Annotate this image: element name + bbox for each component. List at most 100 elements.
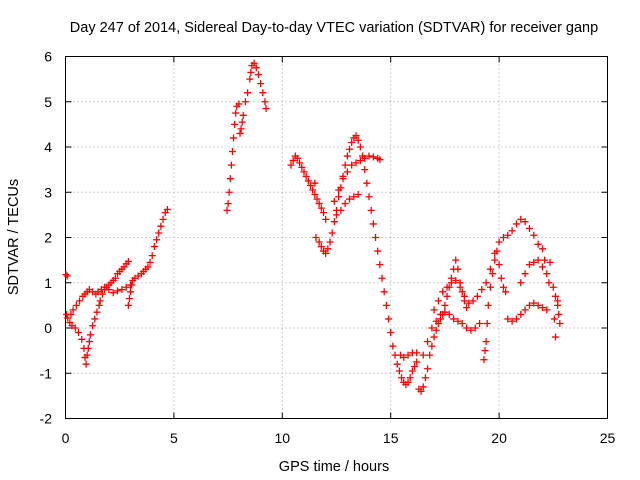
data-point [157, 222, 165, 230]
data-point [504, 315, 512, 323]
data-point [365, 193, 373, 201]
data-point [546, 258, 554, 266]
data-point [262, 105, 270, 113]
data-point [463, 304, 471, 312]
data-point [311, 179, 319, 187]
data-point [237, 125, 245, 133]
data-point [538, 245, 546, 253]
data-point [163, 205, 171, 213]
data-point [306, 181, 314, 189]
data-point [313, 195, 321, 203]
y-tick-label: 4 [44, 139, 52, 155]
data-point [235, 100, 243, 108]
data-point [404, 351, 412, 359]
data-point [354, 191, 362, 199]
data-point [315, 200, 323, 208]
data-point [324, 245, 332, 253]
data-point [122, 283, 130, 291]
data-point [101, 283, 109, 291]
data-point [146, 258, 154, 266]
data-point [473, 292, 481, 300]
data-point [382, 301, 390, 309]
y-tick-label: 2 [44, 230, 52, 246]
data-point [555, 310, 563, 318]
data-point [231, 120, 239, 128]
data-point [309, 186, 317, 194]
data-point [480, 356, 488, 364]
data-point [78, 335, 86, 343]
data-point [153, 236, 161, 244]
data-point [486, 283, 494, 291]
data-point [226, 175, 234, 183]
data-point [424, 338, 432, 346]
data-point [124, 301, 132, 309]
data-point [389, 342, 397, 350]
data-point [91, 315, 99, 323]
data-point [330, 218, 338, 226]
data-point [411, 362, 419, 370]
data-point [491, 249, 499, 257]
data-point [69, 306, 77, 314]
y-tick-label: 0 [44, 320, 52, 336]
data-point [543, 270, 551, 278]
x-tick-label: 5 [170, 430, 178, 446]
data-point [369, 153, 377, 161]
data-point [302, 172, 310, 180]
y-tick-label: 3 [44, 184, 52, 200]
data-point [441, 301, 449, 309]
x-tick-label: 10 [275, 430, 291, 446]
data-point [432, 326, 440, 334]
data-point [367, 206, 375, 214]
data-point [144, 263, 152, 271]
data-point [554, 297, 562, 305]
data-point [228, 148, 236, 156]
data-point [421, 374, 429, 382]
data-point [426, 351, 434, 359]
data-point [322, 249, 330, 257]
data-point [257, 80, 265, 88]
data-point [452, 276, 460, 284]
axis-ticks [65, 56, 608, 419]
data-point [551, 333, 559, 341]
data-point [124, 257, 132, 265]
data-point [428, 324, 436, 332]
data-point [376, 156, 384, 164]
data-point [296, 159, 304, 167]
data-point [443, 292, 451, 300]
data-point [252, 64, 260, 72]
data-point [521, 218, 529, 226]
data-point [93, 308, 101, 316]
data-point [434, 297, 442, 305]
data-point [393, 360, 401, 368]
data-point [387, 329, 395, 337]
data-point [374, 247, 382, 255]
data-point [463, 324, 471, 332]
data-point [346, 145, 354, 153]
data-point [541, 256, 549, 264]
data-point [224, 200, 232, 208]
data-point [86, 331, 94, 339]
y-tick-label: 6 [44, 49, 52, 65]
data-point [465, 299, 473, 307]
data-point [441, 308, 449, 316]
data-point [287, 161, 295, 169]
data-point [317, 204, 325, 212]
data-point [335, 186, 343, 194]
data-point [406, 374, 414, 382]
data-point [361, 154, 369, 162]
data-point [530, 299, 538, 307]
data-point [437, 310, 445, 318]
data-point [458, 319, 466, 327]
data-point [365, 152, 373, 160]
y-tick-label: -2 [40, 411, 53, 427]
y-tick-label: 1 [44, 275, 52, 291]
data-point [380, 288, 388, 296]
data-point [395, 367, 403, 375]
data-point [239, 111, 247, 119]
data-point [72, 301, 80, 309]
data-point [508, 317, 516, 325]
data-point [246, 75, 254, 83]
data-point [250, 59, 258, 67]
data-point [330, 197, 338, 205]
data-point [419, 383, 427, 391]
